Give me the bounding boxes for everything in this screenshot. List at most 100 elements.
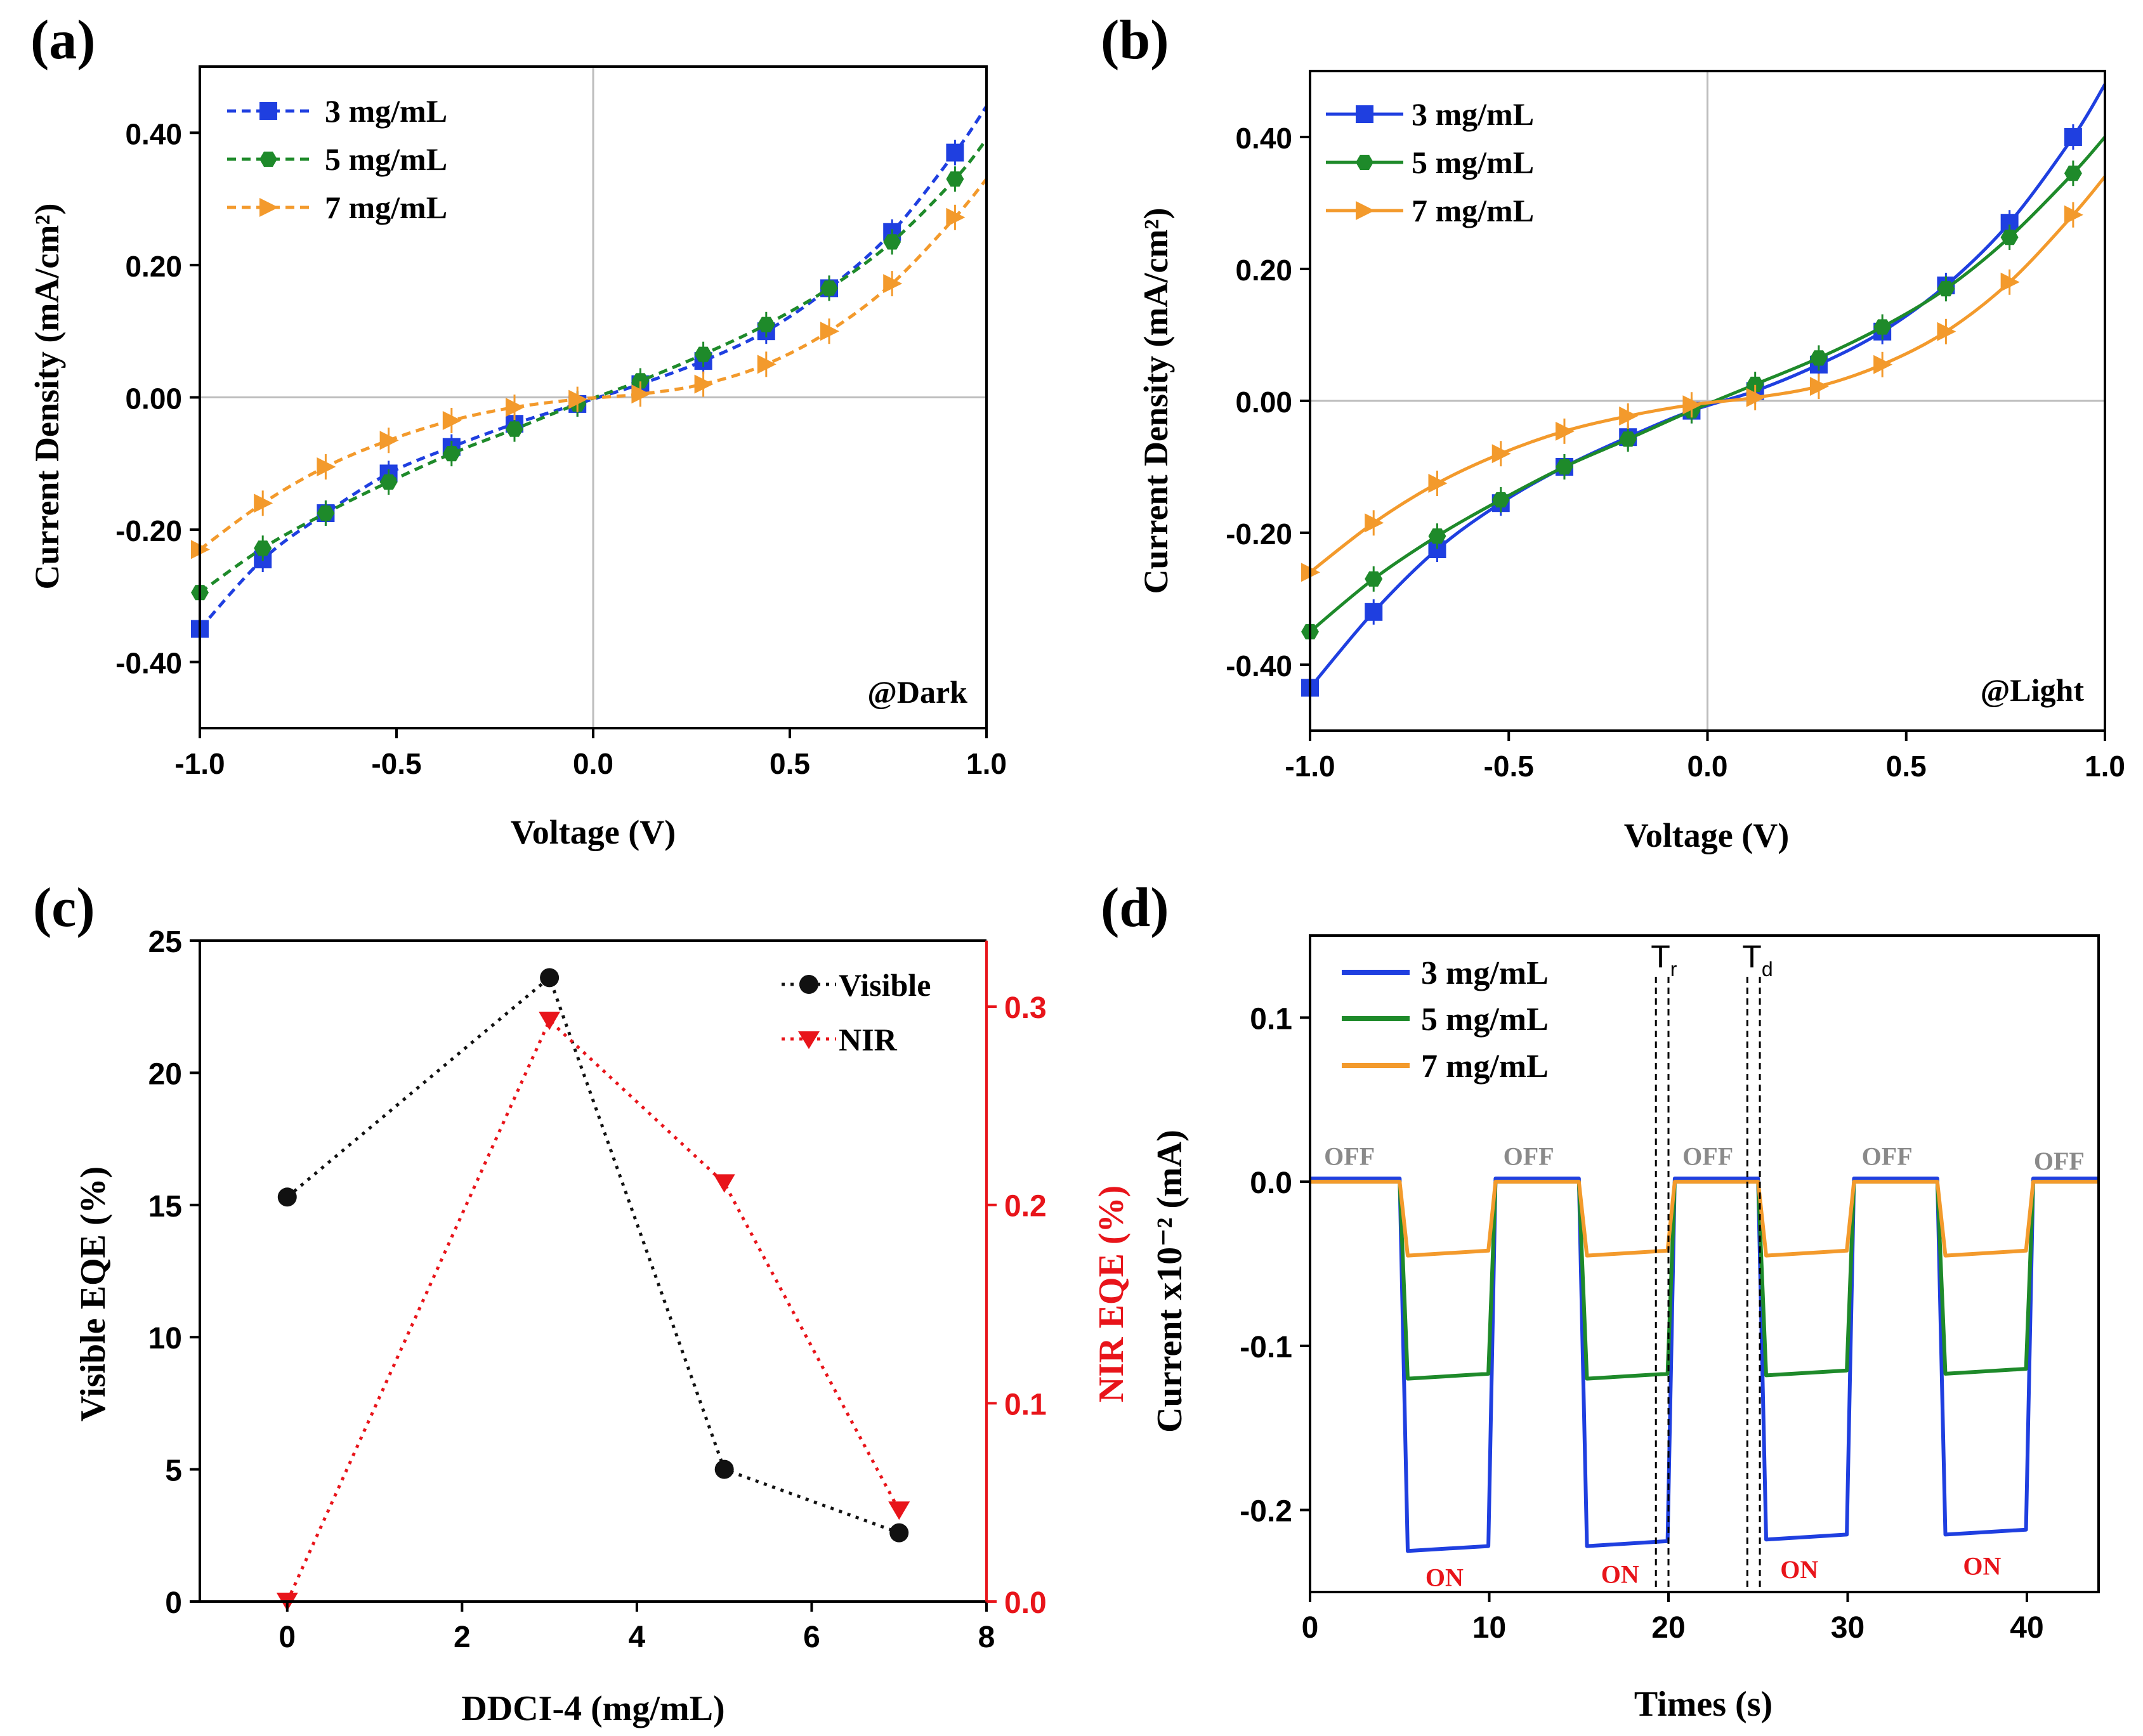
legend-a: 3 mg/mL 5 mg/mL 7 mg/mL <box>227 93 447 225</box>
series-a-2-point-4 <box>442 411 462 431</box>
off-label-1: OFF <box>1504 1142 1554 1170</box>
series-a-2-point-7 <box>631 384 651 404</box>
y-tick-label-c-5: 25 <box>148 925 182 959</box>
x-tick-label-c-0: 0 <box>279 1621 296 1654</box>
series-a-1-point-2 <box>317 505 335 521</box>
on-label-1: ON <box>1601 1560 1639 1589</box>
series-a-1-point-8 <box>694 346 712 362</box>
series-b-1-point-4 <box>1556 459 1573 475</box>
off-label-3: OFF <box>1862 1142 1913 1170</box>
series-b-1-point-10 <box>1937 281 1955 297</box>
y-tick-label-a-3: 0.20 <box>125 250 182 283</box>
series-a-1-point-5 <box>506 421 523 437</box>
y-axis-label-b: Current Density (mA/cm²) <box>1137 207 1175 594</box>
y-tick-label-d-0: -0.2 <box>1240 1495 1292 1529</box>
legend-b-marker-2 <box>1356 201 1375 220</box>
series-d-0-line <box>1310 1177 2099 1553</box>
series-a-0-point-12 <box>946 143 964 162</box>
series-c-0-point-0 <box>277 1187 297 1207</box>
legend-b-label-2: 7 mg/mL <box>1412 193 1534 228</box>
panel-label-c: (c) <box>33 877 95 939</box>
series-b-2-point-10 <box>1937 322 1956 341</box>
y2-tick-label-c-0: 0.0 <box>1004 1586 1047 1620</box>
y-tick-label-a-2: 0.00 <box>125 382 182 415</box>
series-b-2-point-2 <box>1428 474 1448 493</box>
series-b-2-point-12 <box>2064 205 2083 225</box>
x-axis-label-c: DDCI-4 (mg/mL) <box>461 1689 724 1728</box>
series-a-1-point-12 <box>946 171 964 187</box>
legend-c-marker-1 <box>798 1031 820 1049</box>
series-b-0-point-1 <box>1365 603 1383 621</box>
y-axis-label-c: Visible EQE (%) <box>74 1166 113 1421</box>
series-b-1-point-2 <box>1428 528 1446 544</box>
legend-d-label-0: 3 mg/mL <box>1421 955 1549 991</box>
x-axis-label-a: Voltage (V) <box>511 813 676 851</box>
series-b-2-point-6 <box>1682 395 1702 415</box>
y-tick-label-d-1: -0.1 <box>1240 1331 1292 1364</box>
series-a-1-point-10 <box>820 280 838 296</box>
legend-b-marker-1 <box>1356 155 1373 170</box>
legend-a-marker-1 <box>259 152 277 167</box>
series-a-1-point-9 <box>757 317 775 332</box>
legend-b-label-1: 5 mg/mL <box>1412 145 1534 180</box>
series-a-2-point-8 <box>694 374 714 394</box>
annotation-light: @Light <box>1981 672 2085 708</box>
marker-sub-0: r <box>1670 958 1677 981</box>
y-tick-label-c-0: 0 <box>165 1586 182 1620</box>
legend-d: 3 mg/mL 5 mg/mL 7 mg/mL <box>1342 955 1549 1085</box>
legend-b-marker-0 <box>1356 105 1373 123</box>
legend-d-label-1: 5 mg/mL <box>1421 1002 1549 1038</box>
x-tick-label-a-4: 1.0 <box>966 747 1007 780</box>
series-b-2-point-1 <box>1365 513 1384 533</box>
on-label-2: ON <box>1780 1555 1818 1584</box>
plot-area-b: -1.0 -0.5 0.0 0.5 1.0 -0.40 -0.20 0.00 0.20 0.40 <box>1226 70 2125 783</box>
y-tick-label-a-1: -0.20 <box>115 514 182 547</box>
series-a-2-point-10 <box>820 322 839 341</box>
x-tick-label-b-4: 1.0 <box>2085 750 2125 783</box>
series-b-1-point-9 <box>1873 319 1892 335</box>
series-a-2-point-1 <box>254 493 273 513</box>
series-a-1-point-11 <box>883 234 901 250</box>
panel-label-a: (a) <box>30 10 96 71</box>
x-tick-label-a-3: 0.5 <box>770 747 810 780</box>
series-b-1-point-5 <box>1619 431 1637 447</box>
y2-tick-label-c-2: 0.2 <box>1004 1190 1047 1224</box>
series-b-2-point-11 <box>2000 272 2020 292</box>
x-tick-label-d-0: 0 <box>1302 1611 1319 1645</box>
series-a-1-point-3 <box>379 474 398 490</box>
legend-a-label-1: 5 mg/mL <box>325 141 447 177</box>
series-b-1-point-8 <box>1809 350 1828 366</box>
series-a-2-point-6 <box>568 389 588 409</box>
x-tick-label-c-3: 6 <box>803 1621 820 1654</box>
y-tick-label-c-2: 10 <box>148 1322 182 1355</box>
y-tick-label-a-0: -0.40 <box>115 647 182 680</box>
legend-a-marker-2 <box>259 198 279 217</box>
series-a-1-point-1 <box>254 540 272 556</box>
x-tick-label-b-0: -1.0 <box>1285 750 1335 783</box>
legend-d-label-2: 7 mg/mL <box>1421 1048 1549 1085</box>
x-axis-label-b: Voltage (V) <box>1624 816 1789 854</box>
series-b-1-point-12 <box>2064 166 2082 181</box>
series-b-1-point-3 <box>1491 492 1510 508</box>
x-tick-label-c-1: 2 <box>454 1621 471 1654</box>
panel-c: (c) 0 2 4 6 8 0 5 10 15 20 25 0.0 0.1 0.2 0.3 Visible … <box>33 877 1131 1728</box>
series-a-2-point-9 <box>757 355 777 374</box>
x-tick-label-a-0: -1.0 <box>174 747 225 780</box>
annotation-dark: @Dark <box>867 674 967 710</box>
series-b-2-point-7 <box>1746 388 1766 407</box>
series-b-2-point-4 <box>1555 421 1575 441</box>
series-c-0-point-1 <box>540 968 560 988</box>
panel-label-b: (b) <box>1101 10 1169 71</box>
y-tick-label-b-2: 0.00 <box>1235 386 1292 419</box>
x-tick-label-b-1: -0.5 <box>1484 750 1534 783</box>
x-tick-label-c-4: 8 <box>978 1621 995 1654</box>
x-tick-label-a-1: -0.5 <box>371 747 421 780</box>
off-label-2: OFF <box>1682 1142 1733 1170</box>
series-a-2-point-2 <box>317 457 336 477</box>
y2-axis-label-c: NIR EQE (%) <box>1092 1185 1131 1402</box>
x-tick-label-b-3: 0.5 <box>1886 750 1927 783</box>
